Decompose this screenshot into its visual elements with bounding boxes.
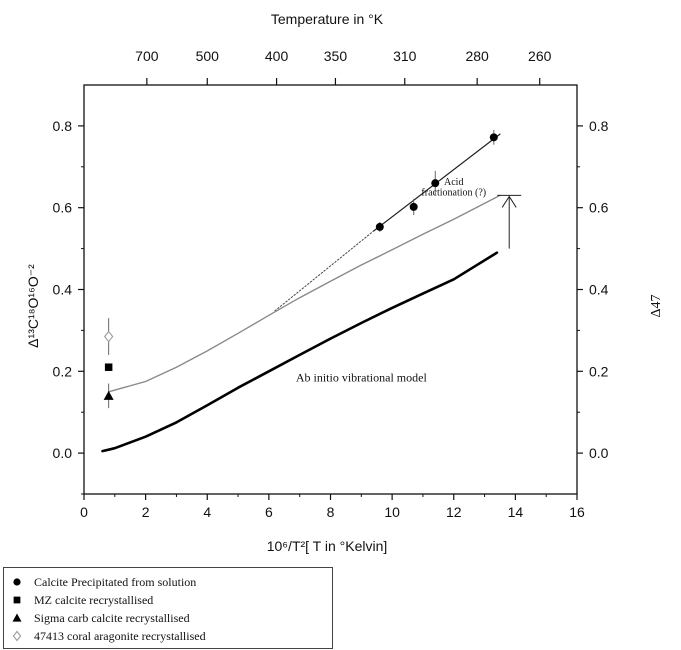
- arrow-head: [501, 195, 517, 208]
- top-tick-label: 310: [393, 48, 417, 64]
- tick-labels: 0 2 4 6 8 10 12 14 16 700 500 400 350 310 280 260 0.0 0.0…: [53, 48, 609, 520]
- annotation-text: Acid: [444, 177, 463, 188]
- point-circle: [13, 578, 21, 586]
- point-square: [104, 363, 113, 371]
- x-tick-label: 10: [384, 504, 400, 520]
- point-triangle: [103, 390, 114, 400]
- y-tick-label-right: 0.0: [589, 445, 609, 461]
- x-axis-title: 10⁶/T²[ T in °Kelvin]: [267, 538, 388, 554]
- point-triangle: [12, 613, 22, 622]
- y-tick-label: 0.6: [53, 200, 73, 216]
- legend-item: Calcite Precipitated from solution: [10, 574, 196, 590]
- ab-initio-model: [101, 251, 499, 453]
- x-tick-label: 2: [142, 504, 150, 520]
- annotation-text: Ab initio vibrational model: [296, 371, 428, 385]
- top-tick-label: 700: [135, 48, 159, 64]
- legend-label: 47413 coral aragonite recrystallised: [34, 628, 206, 643]
- point-square: [13, 596, 21, 604]
- y-tick-label-right: 0.8: [589, 118, 609, 134]
- x-tick-label: 6: [265, 504, 273, 520]
- point-circle: [431, 179, 440, 188]
- chart: 0 2 4 6 8 10 12 14 16 700 500 400 350 310 280 260 0.0 0.0…: [25, 11, 664, 554]
- y-tick-label: 0.4: [53, 282, 73, 298]
- y-tick-label: 0.0: [53, 445, 73, 461]
- top-tick-label: 350: [324, 48, 348, 64]
- legend-label: Sigma carb calcite recrystallised: [34, 610, 190, 625]
- x-tick-label: 8: [327, 504, 335, 520]
- point-circle: [409, 202, 418, 211]
- plot-frame: [83, 84, 578, 495]
- top-tick-label: 280: [465, 48, 489, 64]
- axes: [83, 84, 578, 495]
- legend-marker: [13, 578, 21, 586]
- y-axis-title-right: Δ47: [649, 294, 664, 317]
- top-tick-label: 400: [265, 48, 289, 64]
- legend-item: 47413 coral aragonite recrystallised: [10, 628, 206, 644]
- top-tick-label: 500: [196, 48, 220, 64]
- x-tick-label: 0: [80, 504, 88, 520]
- y-tick-label-right: 0.6: [589, 200, 609, 216]
- y-axis-title: Δ¹³C¹⁸O¹⁶O⁻²: [25, 264, 41, 348]
- legend-item: MZ calcite recrystallised: [10, 592, 153, 608]
- y-tick-label-right: 0.4: [589, 282, 609, 298]
- point-diamond: [103, 330, 114, 343]
- legend-marker: [13, 596, 21, 604]
- y-tick-label-right: 0.2: [589, 363, 609, 379]
- y-tick-label: 0.8: [53, 118, 73, 134]
- curves: [101, 133, 501, 453]
- point-circle: [375, 222, 384, 231]
- legend-label: Calcite Precipitated from solution: [34, 574, 197, 589]
- data-points: [103, 129, 498, 409]
- legend-label: MZ calcite recrystallised: [34, 592, 154, 607]
- tick-marks: [78, 78, 583, 500]
- x-tick-label: 14: [508, 504, 524, 520]
- point-diamond: [12, 630, 22, 642]
- top-tick-label: 260: [528, 48, 552, 64]
- x-tick-label: 12: [446, 504, 462, 520]
- top-axis-title: Temperature in °K: [271, 11, 384, 27]
- y-tick-label: 0.2: [53, 363, 73, 379]
- annotation-text: fractionation (?): [421, 187, 486, 198]
- x-tick-label: 4: [203, 504, 211, 520]
- legend-item: Sigma carb calcite recrystallised: [10, 610, 190, 626]
- legend-marker: [12, 630, 22, 642]
- shifted-model: [108, 194, 501, 393]
- legend-marker: [12, 613, 22, 622]
- legend: Calcite Precipitated from solution MZ cal…: [3, 567, 333, 649]
- fit-extension: [274, 230, 375, 312]
- x-tick-label: 16: [569, 504, 585, 520]
- point-circle: [489, 133, 498, 142]
